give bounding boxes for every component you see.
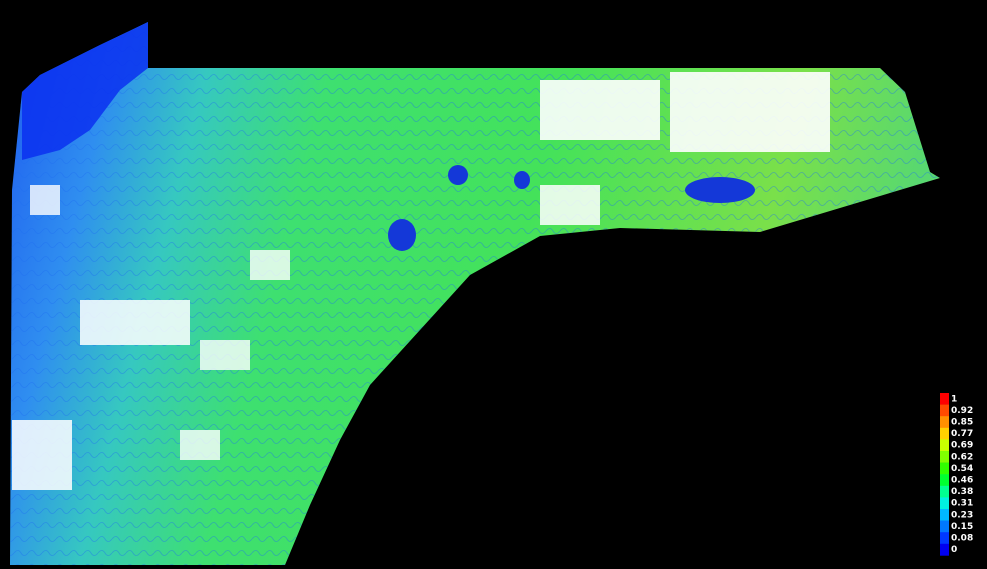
legend-swatch [940,439,949,451]
legend-label: 0.08 [951,534,973,544]
legend-label: 0.77 [951,429,973,439]
lake [685,177,755,203]
legend-label: 0.31 [951,499,973,509]
color-legend: 1 0.92 0.850.77 0.690.62 0.54 0.460.38 0.310.2… [940,393,973,556]
legend-label: 0.46 [951,476,973,486]
legend-label: 0.54 [951,464,973,474]
legend-swatch [940,474,949,486]
page: {"legend": {"entries": [ {"label": "1", … [0,0,987,569]
legend-label: 0.38 [951,487,973,497]
legend-swatch [940,521,949,533]
legend-swatch [940,451,949,463]
legend-swatch [940,428,949,440]
legend-swatch [940,393,949,405]
legend-swatch [940,405,949,417]
legend-swatch [940,544,949,556]
legend-label: 0 [951,545,957,555]
legend-swatch [940,416,949,428]
legend-label: 0.15 [951,522,973,532]
legend-swatch [940,486,949,498]
legend-swatch [940,532,949,544]
legend-label: 0.23 [951,510,973,520]
lake [448,165,468,185]
legend-label: 0.85 [951,418,973,428]
lake [388,219,416,251]
legend-label: 1 [951,394,957,404]
legend-label: 0.69 [951,441,973,451]
legend-label: 0.92 [951,406,973,416]
legend-label: 0.62 [951,452,973,462]
legend-swatch [940,509,949,521]
legend-swatch [940,463,949,475]
lake [514,171,530,189]
map-view: 1 0.92 0.850.77 0.690.62 0.54 0.460.38 0.310.2… [0,0,987,569]
legend-swatch [940,497,949,509]
